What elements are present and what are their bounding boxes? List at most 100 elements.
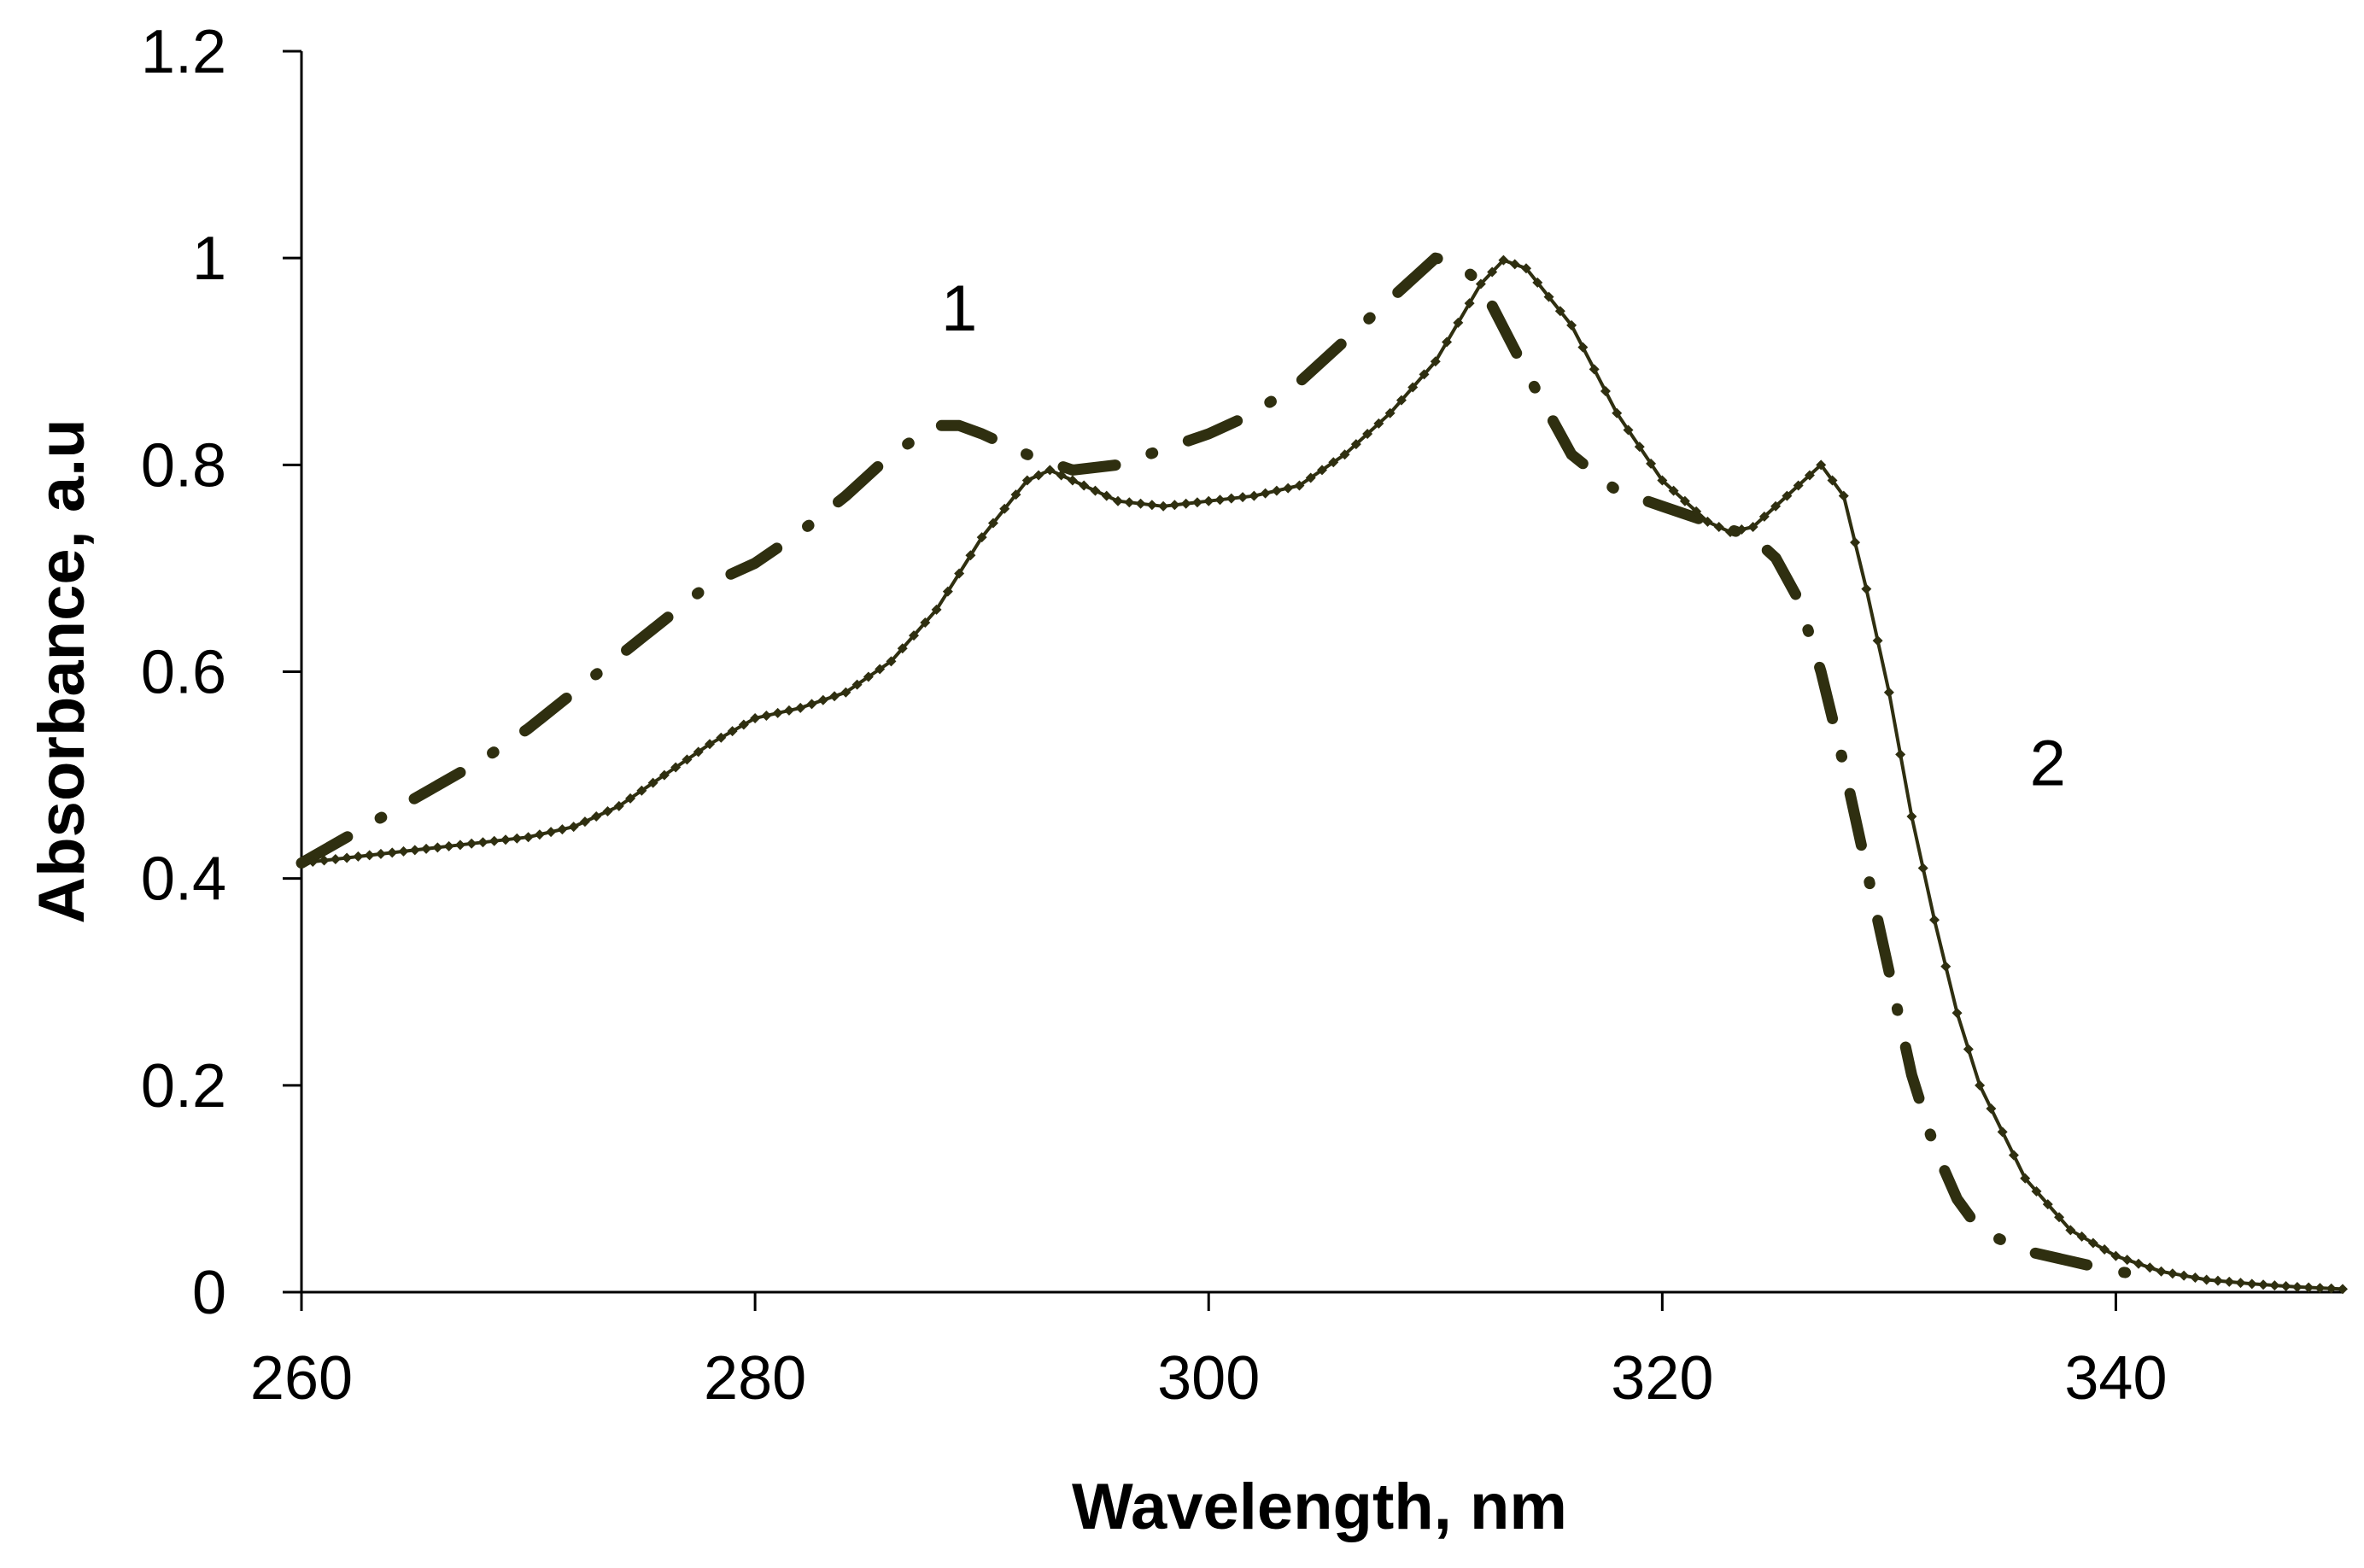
data-point — [2280, 1281, 2291, 1292]
data-point — [647, 777, 658, 788]
ticks: 0 0.2 0.4 0.6 0.8 1 1.2 260 280 300 320 340 — [141, 18, 2168, 1413]
data-point — [817, 694, 828, 705]
y-tick-label: 0.2 — [141, 1052, 226, 1120]
series-line-1 — [296, 252, 2168, 1283]
data-point — [1419, 369, 1430, 380]
data-point — [1679, 495, 1690, 506]
data-point — [1634, 442, 1645, 453]
data-point — [1986, 1103, 1997, 1115]
data-point — [387, 847, 398, 858]
data-point — [1283, 483, 1294, 494]
data-point — [2212, 1275, 2223, 1286]
data-point — [1917, 863, 1928, 874]
data-point — [319, 855, 330, 866]
series-2 — [296, 255, 2348, 1295]
data-point — [2156, 1266, 2167, 1277]
data-point — [1929, 915, 1940, 926]
data-point — [1566, 319, 1577, 331]
data-point — [2303, 1282, 2314, 1293]
data-point — [1021, 475, 1033, 486]
data-point — [307, 856, 319, 867]
data-point — [1010, 489, 1021, 500]
data-point — [2054, 1212, 2065, 1223]
data-point — [920, 617, 931, 628]
data-point — [489, 835, 500, 846]
data-point — [1113, 495, 1123, 506]
data-point — [2269, 1280, 2280, 1291]
data-point — [1180, 498, 1191, 509]
data-point — [1725, 527, 1735, 538]
data-point — [1033, 470, 1044, 481]
data-point — [1770, 500, 1782, 512]
data-point — [375, 848, 386, 859]
data-point — [364, 850, 375, 861]
data-point — [2314, 1283, 2326, 1294]
data-point — [523, 832, 534, 843]
data-point — [1384, 407, 1396, 418]
data-point — [693, 746, 704, 758]
data-point — [738, 719, 749, 730]
data-point — [2121, 1255, 2133, 1266]
data-point — [1271, 485, 1282, 496]
data-point — [1612, 407, 1623, 418]
data-point — [1124, 497, 1135, 508]
data-point — [795, 702, 806, 713]
data-point — [466, 838, 477, 849]
data-point — [1816, 459, 1827, 471]
data-point — [1350, 439, 1361, 450]
data-point — [2065, 1225, 2076, 1236]
data-point — [1044, 465, 1056, 476]
data-point — [999, 503, 1010, 514]
data-point — [2133, 1258, 2144, 1269]
data-point — [602, 805, 613, 816]
data-point — [1554, 306, 1565, 317]
data-point — [886, 656, 897, 667]
data-point — [1260, 488, 1271, 499]
data-point — [2326, 1283, 2337, 1294]
data-point — [727, 726, 738, 737]
data-point — [1328, 457, 1339, 468]
data-point — [1135, 498, 1146, 509]
data-point — [512, 833, 523, 844]
data-point — [931, 604, 942, 615]
data-point — [2201, 1274, 2212, 1285]
data-point — [1963, 1044, 1974, 1055]
data-point — [761, 710, 772, 721]
data-point — [2179, 1270, 2190, 1281]
data-point — [1475, 278, 1486, 290]
data-point — [1226, 493, 1237, 504]
data-point — [1056, 470, 1067, 481]
data-point — [2076, 1231, 2087, 1242]
data-point — [1067, 475, 1078, 486]
data-point — [1407, 382, 1419, 393]
y-tick-label: 0.6 — [141, 639, 226, 707]
data-point — [1498, 255, 1509, 266]
data-point — [568, 822, 579, 833]
data-point — [591, 811, 602, 822]
data-point — [1146, 500, 1157, 511]
data-point — [1736, 524, 1747, 535]
data-point — [1861, 583, 1872, 594]
y-tick-label: 1 — [192, 225, 226, 293]
data-point — [1317, 465, 1327, 476]
data-point — [500, 834, 511, 845]
data-point — [750, 712, 761, 723]
data-point — [1951, 1008, 1963, 1019]
data-point — [477, 837, 489, 848]
data-point — [2224, 1276, 2235, 1287]
data-point — [1453, 317, 1464, 328]
data-point — [682, 754, 693, 765]
data-point — [1305, 472, 1316, 483]
data-point — [443, 840, 454, 851]
data-point — [1668, 485, 1679, 496]
data-point — [353, 851, 364, 862]
data-point — [454, 840, 465, 851]
data-point — [546, 827, 557, 838]
data-point — [534, 829, 545, 840]
data-point — [1249, 490, 1260, 501]
data-point — [1646, 458, 1657, 469]
data-point — [670, 762, 682, 773]
series-1 — [296, 252, 2168, 1283]
data-point — [421, 843, 432, 854]
data-point — [1975, 1079, 1986, 1091]
